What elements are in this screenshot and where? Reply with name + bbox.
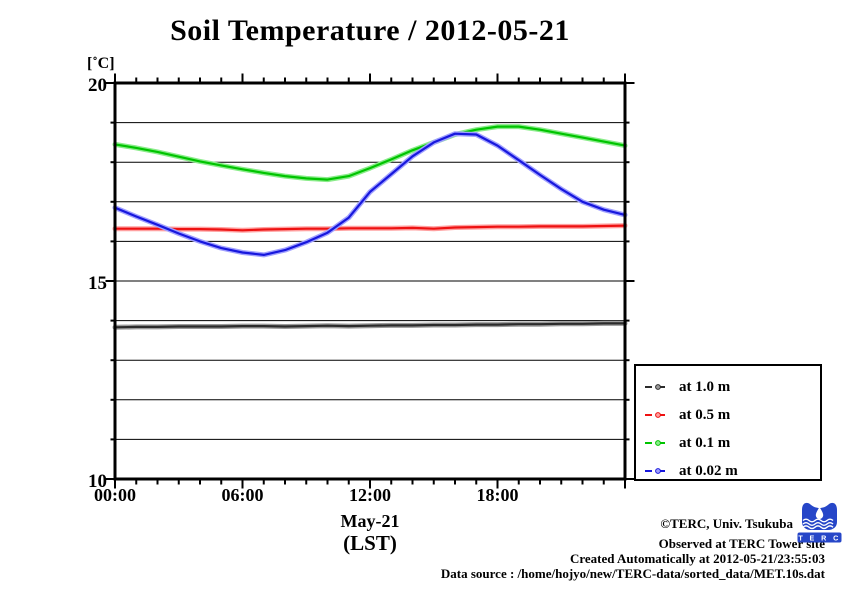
logo-wave-line bbox=[802, 518, 834, 523]
x-tick-label: 12:00 bbox=[349, 485, 391, 505]
legend: at 1.0 m at 0.5 m at 0.1 m at 0.02 m bbox=[634, 364, 822, 481]
logo-wave-line bbox=[802, 522, 834, 526]
legend-item: at 1.0 m bbox=[645, 373, 820, 401]
legend-key-line-icon bbox=[645, 412, 671, 418]
x-axis-date-label: May-21 bbox=[340, 511, 400, 531]
series-halo-at-0-02-m bbox=[112, 131, 628, 258]
x-tick-label: 18:00 bbox=[476, 485, 519, 505]
series-halo-at-0-1-m bbox=[112, 124, 628, 183]
legend-item: at 0.02 m bbox=[645, 457, 820, 485]
logo-name-bar bbox=[797, 532, 842, 543]
footer-copyright: ©TERC, Univ. Tsukuba bbox=[660, 516, 793, 531]
legend-item-label: at 0.1 m bbox=[679, 434, 731, 451]
series-line-at-0-1-m bbox=[113, 125, 627, 181]
logo-droplet-icon bbox=[815, 507, 824, 519]
x-tick-label: 00:00 bbox=[94, 485, 136, 505]
series-line-at-1-0-m bbox=[113, 322, 627, 329]
x-tick-label: 06:00 bbox=[221, 485, 264, 505]
y-tick-label: 20 bbox=[88, 75, 107, 96]
legend-key-line-icon bbox=[645, 384, 671, 390]
terc-logo-icon: T E R C bbox=[797, 502, 842, 543]
plot-frame bbox=[113, 81, 627, 481]
legend-item: at 0.5 m bbox=[645, 401, 820, 429]
logo-wave-line bbox=[802, 525, 834, 530]
series-line-at-0-5-m bbox=[113, 224, 627, 232]
legend-item-label: at 0.02 m bbox=[679, 462, 738, 479]
footer-observed-site: Observed at TERC Tower site bbox=[658, 536, 825, 551]
legend-item: at 0.1 m bbox=[645, 429, 820, 457]
y-tick-label: 10 bbox=[88, 471, 107, 492]
x-axis-timezone-label: (LST) bbox=[343, 531, 397, 555]
footer-data-source: Data source : /home/hojyo/new/TERC-data/… bbox=[440, 566, 825, 581]
legend-item-label: at 1.0 m bbox=[679, 378, 731, 395]
legend-key-line-icon bbox=[645, 468, 671, 474]
chart-title: Soil Temperature / 2012-05-21 bbox=[170, 14, 570, 47]
y-axis-unit-label: [˚C] bbox=[87, 55, 115, 72]
series-line-at-0-02-m bbox=[113, 132, 627, 256]
footer-created-timestamp: Created Automatically at 2012-05-21/23:5… bbox=[569, 551, 825, 566]
y-tick-label: 15 bbox=[88, 273, 107, 294]
logo-letters: T E R C bbox=[798, 534, 840, 543]
legend-key-line-icon bbox=[645, 440, 671, 446]
legend-item-label: at 0.5 m bbox=[679, 406, 731, 423]
